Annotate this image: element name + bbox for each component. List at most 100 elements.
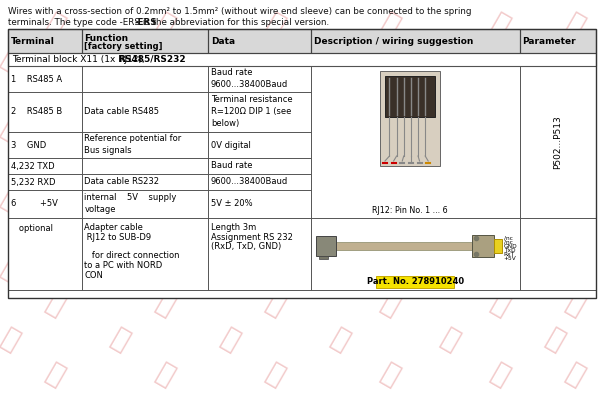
Text: R=120Ω DIP 1 (see: R=120Ω DIP 1 (see: [211, 107, 291, 116]
Text: Data: Data: [211, 36, 235, 46]
Bar: [81, 66, 208, 92]
Text: GND: GND: [503, 244, 517, 249]
Text: -ERS: -ERS: [134, 18, 157, 27]
Text: CON: CON: [84, 270, 104, 280]
Text: Description / wiring suggestion: Description / wiring suggestion: [314, 36, 473, 46]
Bar: [319, 256, 328, 259]
Bar: [316, 236, 336, 256]
Bar: [385, 76, 435, 117]
Text: 1    RS485 A: 1 RS485 A: [11, 74, 62, 84]
Text: サ: サ: [541, 44, 569, 76]
Text: to a PC with NORD: to a PC with NORD: [84, 261, 163, 270]
Text: サ: サ: [261, 9, 289, 41]
Bar: [8, 174, 81, 190]
Text: +5V: +5V: [503, 256, 517, 262]
Text: Baud rate: Baud rate: [211, 162, 252, 170]
Bar: [311, 29, 520, 53]
Text: サ: サ: [41, 289, 69, 321]
Text: サ: サ: [151, 289, 179, 321]
Bar: [311, 66, 520, 218]
Text: サ: サ: [326, 44, 354, 76]
Bar: [208, 29, 311, 53]
Text: サ: サ: [436, 184, 464, 216]
Text: サ: サ: [486, 289, 514, 321]
Bar: [81, 190, 208, 218]
Text: サ: サ: [561, 219, 589, 251]
Text: サ: サ: [151, 359, 179, 391]
Bar: [311, 66, 520, 218]
Text: サ: サ: [326, 254, 354, 286]
Text: サ: サ: [326, 184, 354, 216]
Text: 9600...38400Baud: 9600...38400Baud: [211, 178, 288, 186]
Bar: [81, 218, 208, 290]
Text: [factory setting]: [factory setting]: [84, 42, 163, 51]
Bar: [520, 218, 596, 290]
Bar: [81, 158, 208, 174]
Text: 0V digital: 0V digital: [211, 140, 251, 150]
Text: サ: サ: [106, 324, 134, 356]
Text: voltage: voltage: [84, 205, 116, 214]
Bar: [8, 29, 81, 53]
Bar: [208, 218, 311, 290]
Bar: [8, 29, 81, 53]
Text: サ: サ: [216, 44, 244, 76]
Text: サ: サ: [541, 324, 569, 356]
Text: Reference potential for: Reference potential for: [84, 134, 182, 143]
Bar: [8, 218, 81, 290]
Bar: [81, 132, 208, 158]
Bar: [81, 92, 208, 132]
Bar: [8, 158, 81, 174]
Text: /nc: /nc: [503, 236, 512, 240]
Text: Terminal: Terminal: [11, 36, 55, 46]
Bar: [8, 92, 81, 132]
Bar: [8, 66, 81, 92]
Bar: [520, 29, 596, 53]
Text: サ: サ: [261, 79, 289, 111]
Bar: [520, 66, 596, 218]
Text: サ: サ: [41, 359, 69, 391]
Text: Function: Function: [84, 34, 129, 43]
Bar: [208, 29, 311, 53]
Text: サ: サ: [436, 114, 464, 146]
Text: internal    5V    supply: internal 5V supply: [84, 193, 177, 202]
Text: Terminal resistance: Terminal resistance: [211, 95, 293, 104]
Text: サ: サ: [261, 359, 289, 391]
Text: Adapter cable: Adapter cable: [84, 223, 143, 232]
Text: サ: サ: [0, 254, 24, 286]
Bar: [208, 158, 311, 174]
Text: サ: サ: [541, 254, 569, 286]
Bar: [376, 276, 454, 288]
Text: サ: サ: [41, 149, 69, 181]
Bar: [208, 92, 311, 132]
Bar: [494, 239, 501, 253]
Text: Data cable RS485: Data cable RS485: [84, 108, 160, 116]
Bar: [208, 218, 311, 290]
Text: サ: サ: [151, 9, 179, 41]
Text: P502...P513: P502...P513: [553, 115, 562, 169]
Bar: [208, 190, 311, 218]
Text: サ: サ: [436, 44, 464, 76]
Bar: [81, 218, 208, 290]
Bar: [8, 132, 81, 158]
Bar: [8, 132, 81, 158]
Bar: [471, 235, 494, 257]
Text: /nc: /nc: [503, 240, 512, 245]
Bar: [8, 218, 81, 290]
Text: (RxD, TxD, GND): (RxD, TxD, GND): [211, 242, 281, 251]
Text: サ: サ: [561, 359, 589, 391]
Bar: [81, 132, 208, 158]
Text: Data cable RS232: Data cable RS232: [84, 178, 160, 186]
Text: サ: サ: [106, 114, 134, 146]
Bar: [81, 29, 208, 53]
Bar: [81, 190, 208, 218]
Bar: [520, 218, 596, 290]
Bar: [208, 158, 311, 174]
Text: サ: サ: [376, 79, 404, 111]
Bar: [8, 190, 81, 218]
Bar: [8, 66, 81, 92]
Bar: [311, 218, 520, 290]
Text: 6         +5V: 6 +5V: [11, 200, 58, 208]
Bar: [208, 66, 311, 92]
Text: サ: サ: [151, 219, 179, 251]
Bar: [380, 71, 440, 166]
